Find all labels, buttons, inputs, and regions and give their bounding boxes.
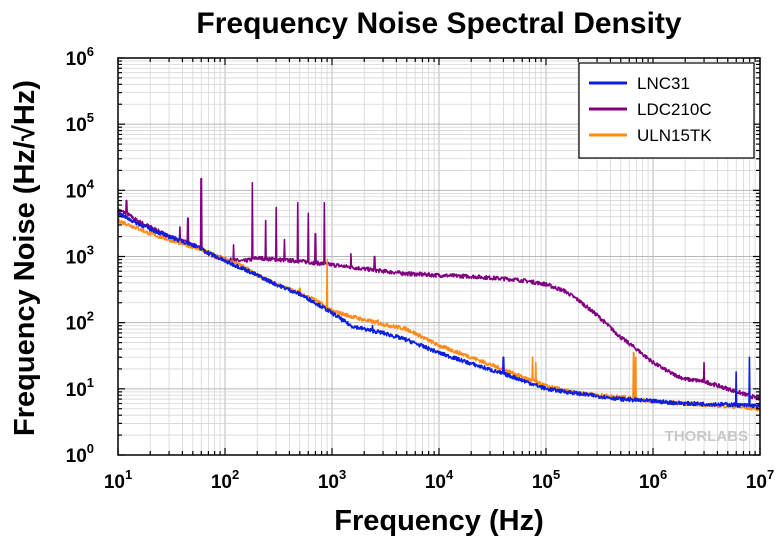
x-tick-label: 107: [746, 467, 774, 493]
legend-label-lnc31: LNC31: [637, 74, 690, 93]
x-axis-label: Frequency (Hz): [334, 505, 543, 537]
legend-label-uln15tk: ULN15TK: [637, 126, 712, 145]
y-axis-label: Frequency Noise (Hz/√Hz): [9, 80, 41, 436]
y-tick-label: 101: [66, 375, 94, 401]
y-tick-label: 100: [66, 441, 94, 467]
x-tick-label: 103: [318, 467, 346, 493]
y-tick-label: 104: [66, 176, 95, 202]
plot-series: [117, 177, 761, 412]
x-tick-label: 106: [639, 467, 667, 493]
y-tick-label: 102: [66, 309, 94, 335]
x-tick-label: 105: [532, 467, 560, 493]
x-tick-label: 102: [211, 467, 239, 493]
axis-ticks: [117, 57, 761, 456]
thorlabs-watermark: THORLABS: [665, 428, 748, 445]
legend-label-ldc210c: LDC210C: [637, 100, 712, 119]
y-tick-label: 105: [66, 110, 94, 136]
y-tick-label: 103: [66, 243, 94, 269]
y-tick-label: 106: [66, 44, 94, 70]
series-line-lnc31: [117, 212, 761, 409]
x-tick-labels: 101 102 103 104 105 106 107: [104, 467, 774, 493]
x-tick-label: 101: [104, 467, 132, 493]
chart-title: Frequency Noise Spectral Density: [196, 7, 681, 40]
legend: LNC31 LDC210C ULN15TK: [578, 62, 755, 159]
x-tick-label: 104: [425, 467, 454, 493]
y-tick-labels: 100 101 102 103 104 105 106: [66, 44, 95, 467]
